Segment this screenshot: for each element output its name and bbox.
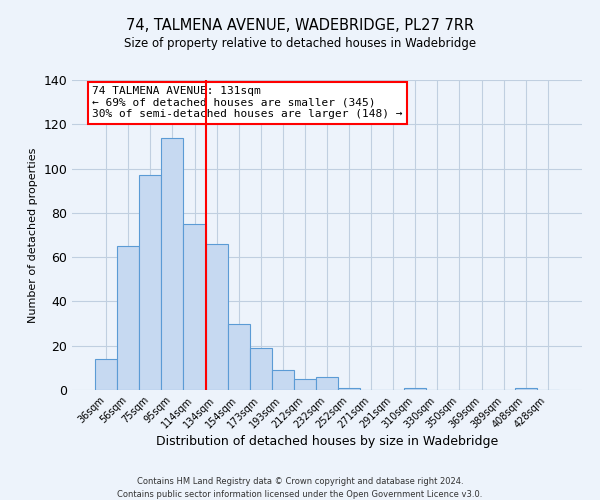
Text: Contains public sector information licensed under the Open Government Licence v3: Contains public sector information licen…	[118, 490, 482, 499]
Bar	[515, 388, 537, 390]
Bar	[184, 224, 206, 390]
Bar	[404, 388, 427, 390]
Text: 74 TALMENA AVENUE: 131sqm
← 69% of detached houses are smaller (345)
30% of semi: 74 TALMENA AVENUE: 131sqm ← 69% of detac…	[92, 86, 403, 120]
X-axis label: Distribution of detached houses by size in Wadebridge: Distribution of detached houses by size …	[156, 436, 498, 448]
Text: Contains HM Land Registry data © Crown copyright and database right 2024.: Contains HM Land Registry data © Crown c…	[137, 478, 463, 486]
Bar	[95, 359, 117, 390]
Bar	[316, 376, 338, 390]
Bar	[338, 388, 360, 390]
Bar	[294, 379, 316, 390]
Bar	[272, 370, 294, 390]
Text: 74, TALMENA AVENUE, WADEBRIDGE, PL27 7RR: 74, TALMENA AVENUE, WADEBRIDGE, PL27 7RR	[126, 18, 474, 32]
Bar	[206, 244, 227, 390]
Bar	[161, 138, 184, 390]
Y-axis label: Number of detached properties: Number of detached properties	[28, 148, 38, 322]
Bar	[117, 246, 139, 390]
Bar	[227, 324, 250, 390]
Text: Size of property relative to detached houses in Wadebridge: Size of property relative to detached ho…	[124, 38, 476, 51]
Bar	[139, 175, 161, 390]
Bar	[250, 348, 272, 390]
